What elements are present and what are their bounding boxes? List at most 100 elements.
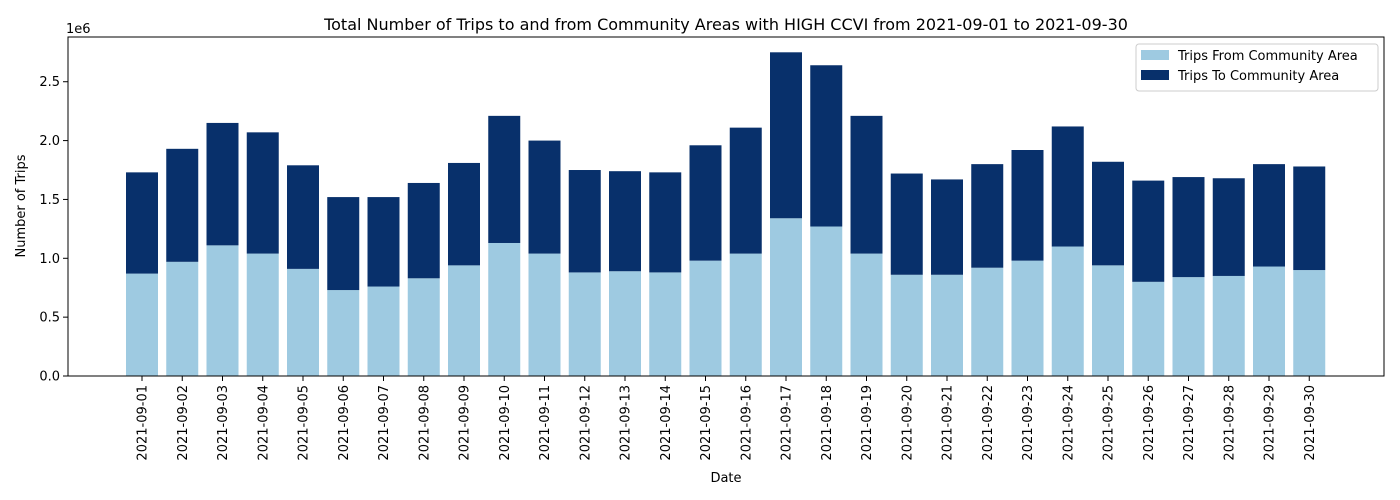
bar-from-2021-09-01 — [126, 273, 158, 376]
y-tick-label: 2.5 — [39, 75, 60, 90]
y-offset-label: 1e6 — [66, 22, 91, 37]
bar-to-2021-09-02 — [166, 148, 199, 262]
chart-title: Total Number of Trips to and from Commun… — [323, 15, 1128, 34]
legend-swatch-to — [1141, 70, 1169, 80]
bar-from-2021-09-12 — [568, 272, 601, 376]
bar-from-2021-09-07 — [367, 286, 400, 376]
bar-from-2021-09-08 — [407, 278, 440, 376]
bar-to-2021-09-26 — [1132, 180, 1165, 282]
bar-to-2021-09-09 — [448, 162, 480, 266]
x-tick-label: 2021-09-08 — [417, 385, 432, 461]
bar-to-2021-09-13 — [609, 171, 641, 272]
bar-to-2021-09-17 — [770, 52, 802, 219]
bar-from-2021-09-04 — [246, 253, 279, 376]
x-tick-label: 2021-09-07 — [377, 385, 392, 461]
bar-from-2021-09-28 — [1212, 275, 1245, 376]
x-tick-label: 2021-09-23 — [1021, 385, 1036, 461]
y-axis-label: Number of Trips — [14, 154, 29, 257]
y-tick-label: 0.0 — [39, 370, 60, 385]
x-tick-label: 2021-09-04 — [256, 385, 271, 461]
y-ticks-layer: 0.0 0.5 1.0 1.5 2.0 2.5 — [39, 75, 68, 385]
x-tick-label: 2021-09-28 — [1222, 385, 1237, 461]
bar-to-2021-09-28 — [1212, 178, 1245, 276]
bar-to-2021-09-29 — [1253, 164, 1285, 267]
bar-from-2021-09-15 — [689, 260, 722, 376]
bar-to-2021-09-24 — [1051, 126, 1084, 247]
bar-from-2021-09-19 — [850, 253, 883, 376]
x-tick-label: 2021-09-15 — [699, 385, 714, 461]
bar-from-2021-09-18 — [810, 226, 843, 376]
bars-layer — [126, 52, 1326, 377]
bar-to-2021-09-20 — [890, 173, 923, 275]
bar-from-2021-09-05 — [287, 268, 319, 376]
x-tick-label: 2021-09-03 — [216, 385, 231, 461]
x-tick-label: 2021-09-10 — [498, 385, 513, 461]
x-tick-label: 2021-09-17 — [780, 385, 795, 461]
bar-to-2021-09-05 — [287, 165, 319, 269]
bar-from-2021-09-21 — [931, 274, 963, 376]
x-tick-label: 2021-09-14 — [659, 385, 674, 461]
bar-from-2021-09-10 — [488, 242, 521, 376]
x-tick-label: 2021-09-02 — [176, 385, 191, 461]
x-tick-label: 2021-09-24 — [1061, 385, 1076, 461]
x-tick-label: 2021-09-29 — [1263, 385, 1278, 461]
bar-to-2021-09-11 — [528, 140, 561, 254]
x-tick-label: 2021-09-13 — [619, 385, 634, 461]
bar-from-2021-09-17 — [770, 218, 802, 376]
x-tick-label: 2021-09-18 — [820, 385, 835, 461]
bar-from-2021-09-11 — [528, 253, 561, 376]
bar-to-2021-09-14 — [649, 172, 682, 273]
bar-from-2021-09-14 — [649, 272, 682, 376]
x-tick-label: 2021-09-19 — [860, 385, 875, 461]
bar-to-2021-09-03 — [206, 122, 239, 246]
plot-frame — [67, 36, 1385, 377]
bar-from-2021-09-06 — [327, 290, 360, 376]
x-tick-label: 2021-09-09 — [458, 385, 473, 461]
legend-swatch-from — [1141, 50, 1169, 60]
x-tick-label: 2021-09-05 — [297, 385, 312, 461]
x-tick-label: 2021-09-11 — [538, 385, 553, 461]
legend-box — [1135, 43, 1379, 92]
x-tick-label: 2021-09-27 — [1182, 385, 1197, 461]
bar-from-2021-09-26 — [1132, 281, 1165, 376]
x-tick-label: 2021-09-22 — [981, 385, 996, 461]
bar-from-2021-09-30 — [1293, 270, 1326, 376]
bar-to-2021-09-18 — [810, 65, 843, 227]
bar-to-2021-09-04 — [246, 132, 279, 254]
x-tick-label: 2021-09-26 — [1142, 385, 1157, 461]
bar-from-2021-09-20 — [890, 274, 923, 376]
legend-label-from: Trips From Community Area — [1177, 49, 1358, 64]
bar-from-2021-09-22 — [971, 267, 1004, 376]
bar-from-2021-09-16 — [729, 253, 762, 376]
bar-from-2021-09-24 — [1051, 246, 1084, 376]
x-tick-label: 2021-09-06 — [337, 385, 352, 461]
bar-from-2021-09-29 — [1253, 266, 1285, 376]
bar-to-2021-09-19 — [850, 115, 883, 254]
legend: Trips From Community Area Trips To Commun… — [1135, 43, 1379, 92]
x-tick-label: 2021-09-25 — [1102, 385, 1117, 461]
bar-from-2021-09-23 — [1011, 260, 1044, 376]
y-tick-label: 1.0 — [39, 252, 60, 267]
bar-from-2021-09-03 — [206, 245, 239, 376]
bar-to-2021-09-30 — [1293, 166, 1326, 271]
legend-label-to: Trips To Community Area — [1177, 69, 1339, 84]
bar-from-2021-09-09 — [448, 265, 480, 376]
bar-to-2021-09-10 — [488, 115, 521, 243]
bar-to-2021-09-22 — [971, 164, 1004, 268]
y-tick-label: 2.0 — [39, 134, 60, 149]
y-tick-label: 1.5 — [39, 193, 60, 208]
bar-to-2021-09-07 — [367, 197, 400, 287]
bar-to-2021-09-12 — [568, 170, 601, 273]
x-axis-label: Date — [710, 471, 741, 486]
bar-from-2021-09-02 — [166, 261, 199, 376]
x-tick-label: 2021-09-20 — [900, 385, 915, 461]
bar-to-2021-09-15 — [689, 145, 722, 261]
bar-from-2021-09-13 — [609, 271, 641, 376]
bar-to-2021-09-06 — [327, 197, 360, 291]
bar-to-2021-09-01 — [126, 172, 158, 274]
bar-from-2021-09-27 — [1172, 277, 1205, 377]
x-tick-label: 2021-09-01 — [136, 385, 151, 461]
bar-to-2021-09-25 — [1092, 161, 1124, 266]
